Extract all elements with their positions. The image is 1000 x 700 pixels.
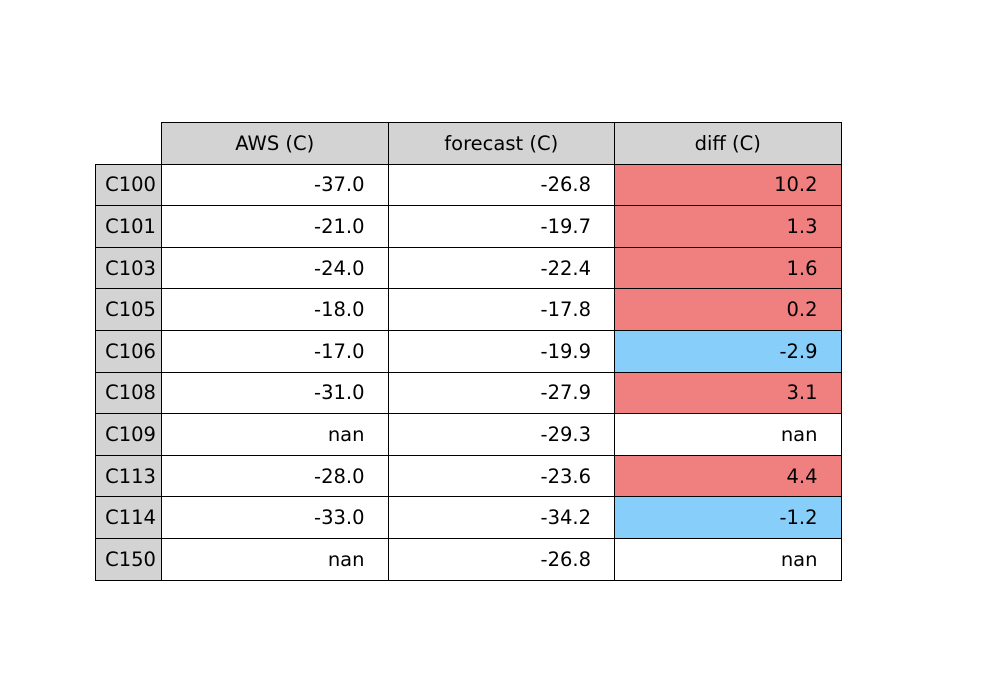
column-header: diff (C) <box>614 122 842 165</box>
diff-cell: nan <box>614 413 842 456</box>
diff-cell: 10.2 <box>614 163 842 207</box>
diff-cell: 4.4 <box>614 454 842 498</box>
row-header: C114 <box>95 496 162 539</box>
forecast-cell: -26.8 <box>387 163 615 207</box>
row-header: C108 <box>95 371 162 415</box>
forecast-cell: -23.6 <box>387 454 615 498</box>
diff-cell: 0.2 <box>614 288 842 331</box>
row-header: C103 <box>95 246 162 290</box>
aws-cell: -37.0 <box>161 163 389 207</box>
aws-cell: -24.0 <box>161 246 389 290</box>
row-header: C101 <box>95 205 162 248</box>
forecast-cell: -17.8 <box>387 288 615 331</box>
aws-cell: nan <box>161 538 389 581</box>
diff-cell: -1.2 <box>614 496 842 539</box>
aws-cell: -31.0 <box>161 371 389 415</box>
forecast-cell: -19.7 <box>387 205 615 248</box>
diff-cell: 3.1 <box>614 371 842 415</box>
data-table: AWS (C) forecast (C) diff (C) C100 -37.0 -26.… <box>95 122 842 581</box>
row-header: C150 <box>95 538 162 581</box>
diff-cell: -2.9 <box>614 330 842 373</box>
column-header: forecast (C) <box>387 122 615 165</box>
row-header: C109 <box>95 413 162 456</box>
row-header: C106 <box>95 330 162 373</box>
diff-cell: 1.3 <box>614 205 842 248</box>
row-header: C100 <box>95 163 162 207</box>
aws-cell: -21.0 <box>161 205 389 248</box>
aws-cell: nan <box>161 413 389 456</box>
row-header: C113 <box>95 454 162 498</box>
forecast-cell: -19.9 <box>387 330 615 373</box>
aws-cell: -33.0 <box>161 496 389 539</box>
forecast-cell: -27.9 <box>387 371 615 415</box>
forecast-cell: -34.2 <box>387 496 615 539</box>
aws-cell: -18.0 <box>161 288 389 331</box>
forecast-cell: -29.3 <box>387 413 615 456</box>
aws-cell: -17.0 <box>161 330 389 373</box>
forecast-cell: -26.8 <box>387 538 615 581</box>
forecast-cell: -22.4 <box>387 246 615 290</box>
diff-cell: nan <box>614 538 842 581</box>
row-header: C105 <box>95 288 162 331</box>
aws-cell: -28.0 <box>161 454 389 498</box>
column-header: AWS (C) <box>161 122 389 165</box>
diff-cell: 1.6 <box>614 246 842 290</box>
